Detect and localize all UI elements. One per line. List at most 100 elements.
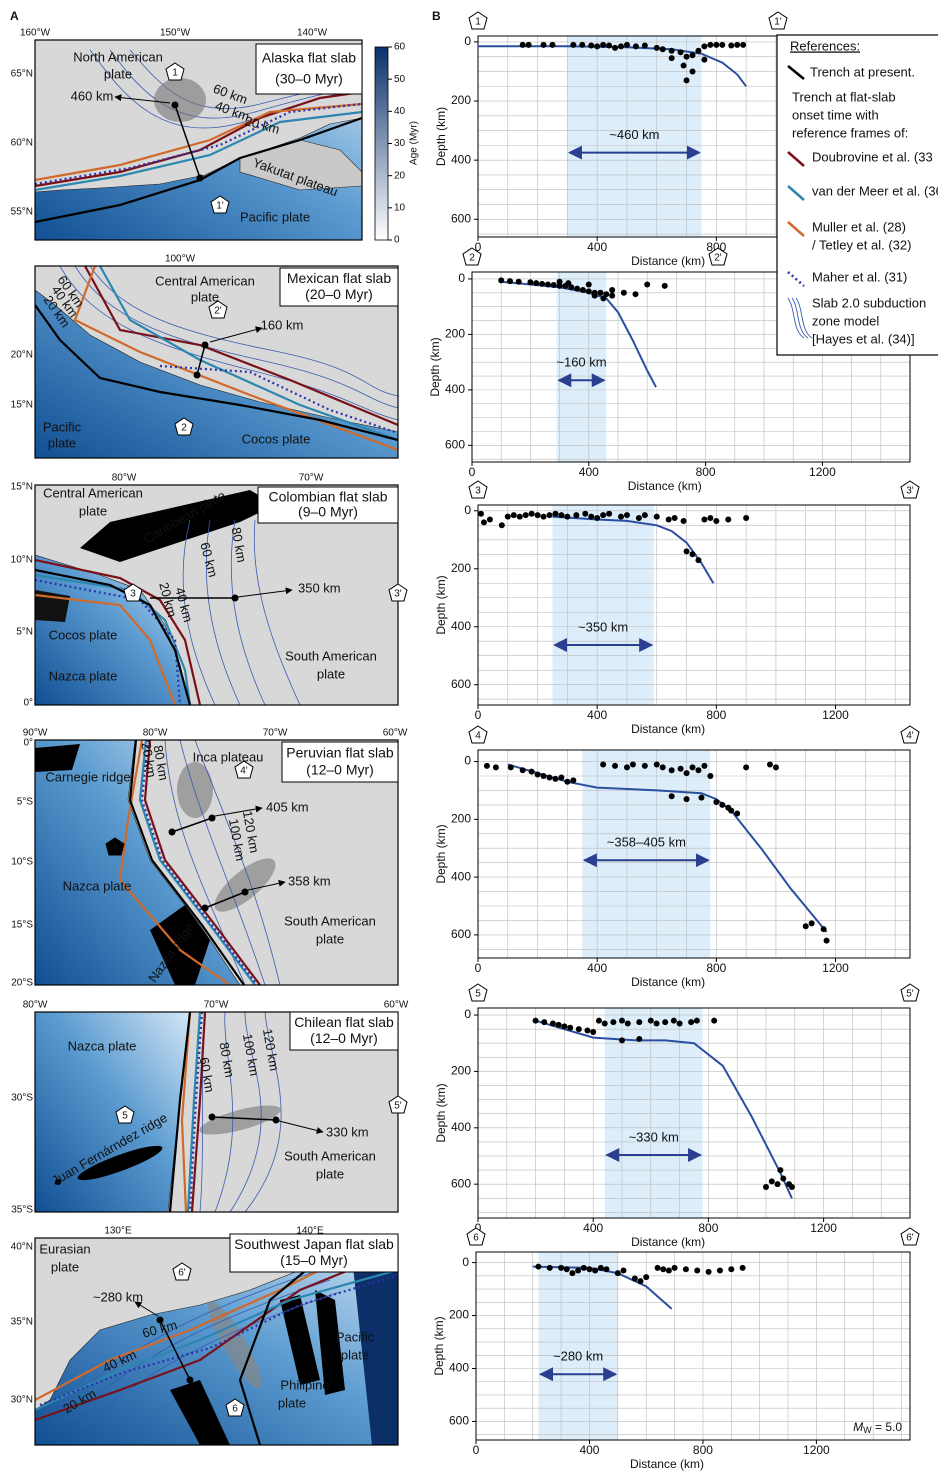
x-tick-label: 1200 [822,961,849,975]
lat-tick-label: 0° [23,698,33,709]
earthquake [586,288,592,294]
colorbar-tick-label: 0 [394,235,400,246]
earthquake [821,926,827,932]
map-label: plate [104,66,132,81]
earthquake [612,763,618,769]
section-marker-label: 5' [906,989,914,1000]
lon-tick-label: 140°W [297,28,328,39]
earthquake [669,767,675,773]
earthquake [624,764,630,770]
lat-tick-label: 5°N [16,627,33,638]
x-axis-label: Distance (km) [631,722,705,736]
legend-text: Maher et al. (31) [812,269,907,284]
earthquake [725,516,731,522]
earthquake [576,1026,582,1032]
earthquake [698,795,704,801]
earthquake [717,1268,723,1274]
earthquake [621,1268,627,1274]
y-tick-label: 200 [445,327,465,341]
earthquake [636,515,642,521]
earthquake [569,1270,575,1276]
earthquake [690,52,696,58]
earthquake [707,773,713,779]
colorbar-tick-label: 20 [394,170,406,181]
earthquake [734,811,740,817]
earthquake [711,1018,717,1024]
y-tick-label: 200 [449,1308,469,1322]
earthquake [624,42,630,48]
section-marker-label: 1' [216,201,224,212]
colorbar-tick-label: 40 [394,106,406,117]
section-marker-label: 1' [774,17,782,28]
lon-tick-label: 80°W [143,728,168,739]
earthquake [666,1268,672,1274]
map-label: 330 km [326,1124,369,1139]
earthquake [541,42,547,48]
x-tick-label: 1200 [810,1221,837,1235]
earthquake [535,512,541,518]
earthquake [526,42,532,48]
x-tick-label: 400 [587,961,607,975]
earthquake [688,1019,694,1025]
lon-tick-label: 80°W [23,1000,48,1011]
map-title: Colombian flat slab [268,489,387,505]
legend: References:Trench at present.Trench at f… [777,35,938,355]
lon-tick-label: 70°W [263,728,288,739]
legend-text: Slab 2.0 subduction [812,295,926,310]
x-tick-label: 0 [475,708,482,722]
section-marker-label: 2' [214,306,222,317]
x-tick-label: 400 [579,1443,599,1457]
earthquake [684,770,690,776]
x-axis-label: Distance (km) [630,1457,704,1471]
lat-tick-label: 35°S [11,1205,33,1216]
earthquake [552,511,558,517]
highlight-span [582,750,710,958]
earthquake [618,43,624,49]
earthquake [630,761,636,767]
earthquake [520,42,526,48]
lat-tick-label: 20°S [11,978,33,989]
earthquake [527,279,533,285]
x-tick-label: 800 [696,465,716,479]
earthquake [567,1025,573,1031]
earthquake [681,63,687,69]
lat-tick-label: 15°N [11,400,33,411]
map-period: (12–0 Myr) [310,1030,378,1046]
legend-text: zone model [812,313,879,328]
section-marker-label: 2 [469,253,475,264]
earthquake [610,1019,616,1025]
map-label: ~280 km [93,1289,143,1304]
earthquake [677,1021,683,1027]
x-axis-label: Distance (km) [631,1235,705,1249]
x-tick-label: 800 [706,708,726,722]
map-label: plate [278,1395,306,1410]
x-tick-label: 400 [587,240,607,254]
x-axis-label: Distance (km) [631,975,705,989]
earthquake [545,281,551,287]
x-tick-label: 0 [473,1443,480,1457]
earthquake [606,511,612,517]
earthquake [719,802,725,808]
map-label: plate [316,1166,344,1181]
map-label: Pacific [43,419,82,434]
earthquake [719,42,725,48]
earthquake [734,42,740,48]
earthquake [671,1018,677,1024]
earthquake [541,514,547,520]
y-axis-label: Depth (km) [434,575,448,634]
map-period: (12–0 Myr) [306,762,374,778]
y-tick-label: 200 [451,812,471,826]
earthquake [541,1019,547,1025]
section-marker-label: 6' [906,1233,914,1244]
map-period: (20–0 Myr) [305,286,373,302]
section-marker-label: 4' [240,766,248,777]
earthquake [713,518,719,524]
y-tick-label: 0 [458,271,465,285]
y-axis-label: Depth (km) [434,824,448,883]
span-label: ~350 km [578,619,628,634]
map-label: plate [341,1347,369,1362]
earthquake [633,291,639,297]
earthquake [481,519,487,525]
x-tick-label: 400 [583,1221,603,1235]
legend-title: References: [790,38,860,53]
